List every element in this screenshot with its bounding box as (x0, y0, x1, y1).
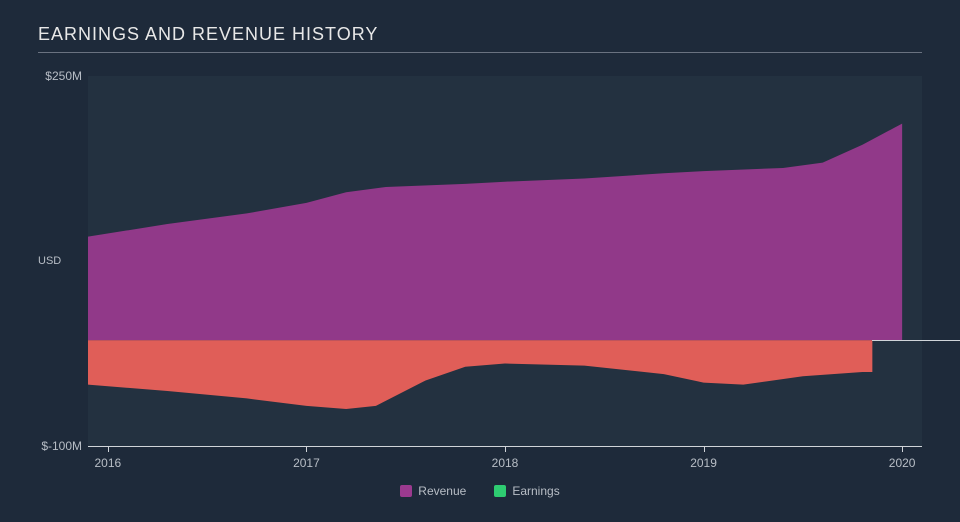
x-tick-label: 2019 (690, 456, 717, 470)
legend-item: Revenue (400, 484, 466, 498)
x-tick-label: 2017 (293, 456, 320, 470)
revenue-area (88, 124, 902, 341)
legend-label: Revenue (418, 484, 466, 498)
legend-swatch (494, 485, 506, 497)
x-tick (306, 446, 307, 452)
earnings-area (88, 340, 872, 409)
x-tick-label: 2018 (492, 456, 519, 470)
legend-label: Earnings (512, 484, 559, 498)
legend-item: Earnings (494, 484, 559, 498)
x-tick-label: 2020 (889, 456, 916, 470)
x-tick (902, 446, 903, 452)
chart-title: EARNINGS AND REVENUE HISTORY (38, 24, 378, 45)
plot-area (88, 76, 922, 446)
x-tick-label: 2016 (94, 456, 121, 470)
y-axis-currency-label: USD (38, 255, 61, 267)
title-underline (38, 52, 922, 53)
chart-svg (88, 76, 922, 446)
legend: Revenue Earnings (0, 484, 960, 500)
y-tick-label: $-100M (22, 439, 82, 453)
x-tick (108, 446, 109, 452)
x-tick (505, 446, 506, 452)
zero-line-extension (872, 340, 960, 341)
y-tick-label: $250M (22, 69, 82, 83)
chart-container: EARNINGS AND REVENUE HISTORY USD $-100M $… (0, 0, 960, 522)
x-tick (704, 446, 705, 452)
legend-swatch (400, 485, 412, 497)
